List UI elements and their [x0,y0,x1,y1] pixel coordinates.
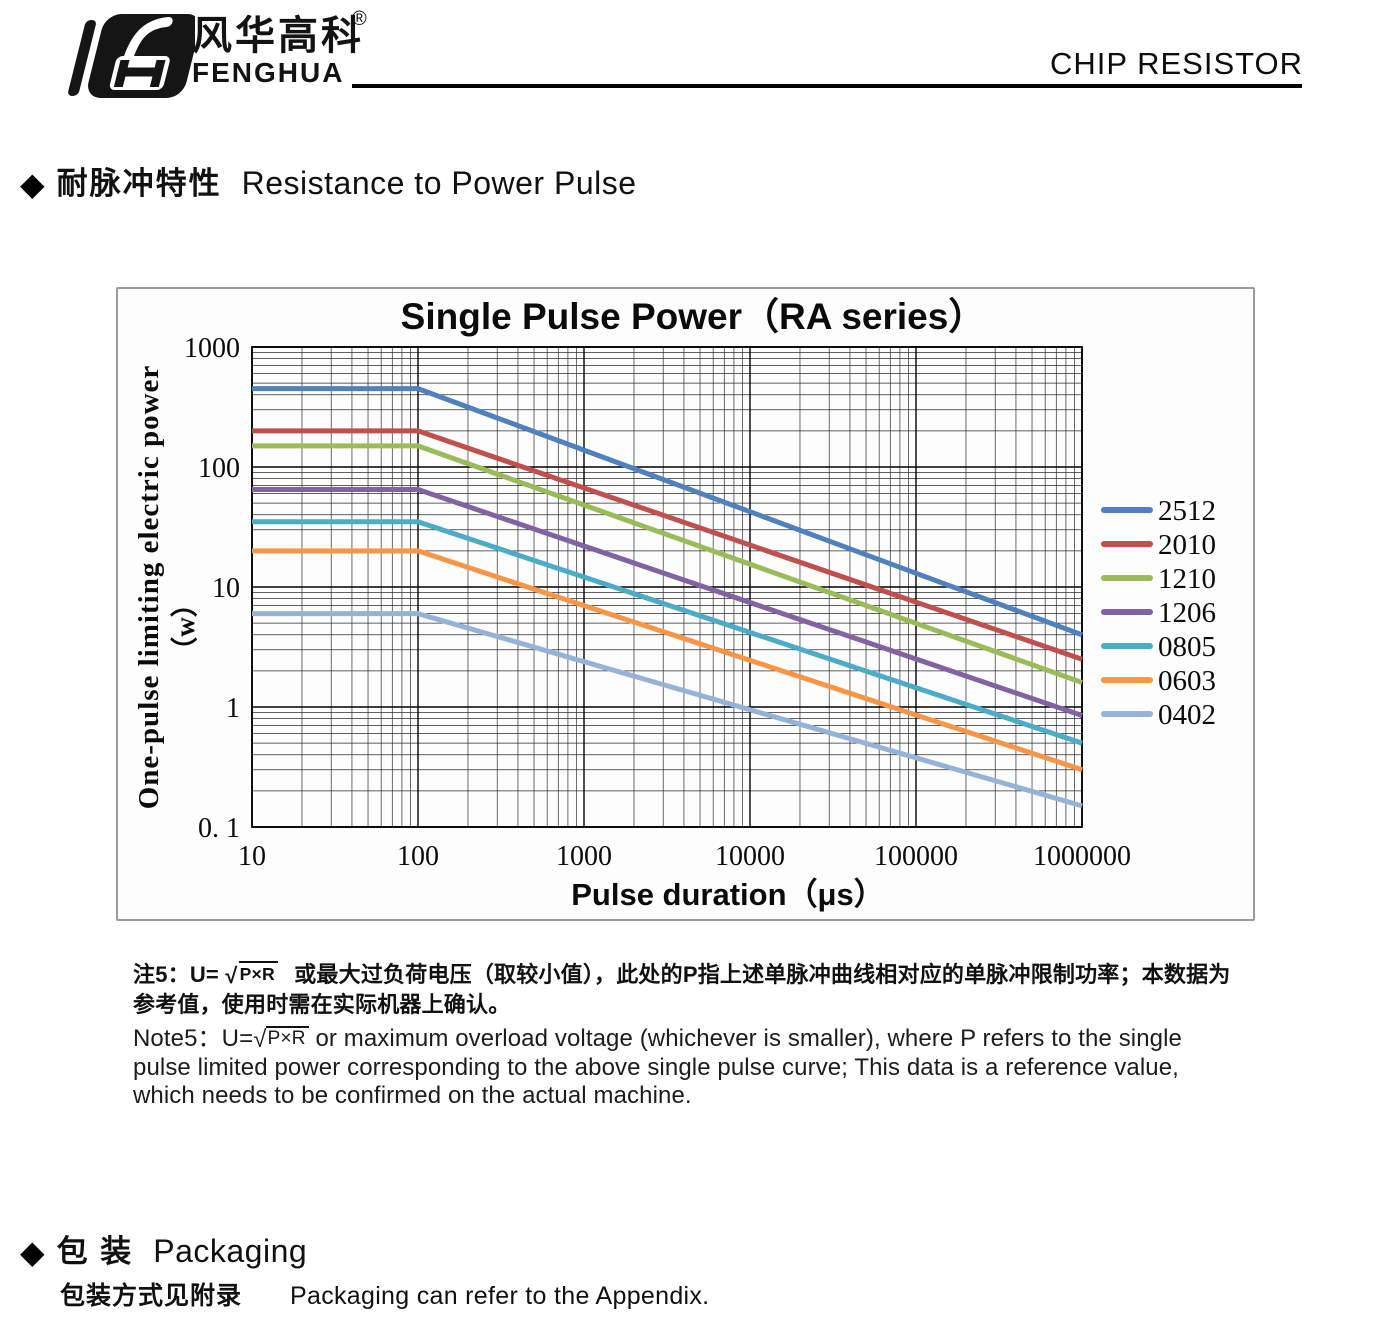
note5-english: Note5：U=√P×R or maximum overload voltage… [133,1025,1238,1110]
note5-en-text: or maximum overload voltage (whichever i… [133,1025,1182,1109]
legend-label-1210: 1210 [1158,563,1216,595]
series-line-0805 [252,519,1083,746]
section-pulse-title-en: Resistance to Power Pulse [241,165,637,201]
y-tick-label: 1 [226,693,240,724]
single-pulse-power-chart-frame: Single Pulse Power（RA series） 1000 100 10 1 0… [116,287,1255,921]
note5-cn-prefix: 注5：U= [133,962,219,987]
document-title: CHIP RESISTOR [1049,46,1303,81]
brand-block: 风华高科 FENGHUA [192,16,364,87]
series-line-1210 [252,443,1083,685]
single-pulse-power-chart: Single Pulse Power（RA series）10001001010… [133,296,1216,912]
x-tick-label: 1000000 [1033,841,1131,872]
series-line-2512 [252,386,1083,638]
packaging-body: 包装方式见附录 Packaging can refer to the Appen… [60,1276,709,1312]
note5-en-radicand: P×R [266,1026,309,1051]
note5-cn-text: 或最大过负荷电压（取较小值），此处的P指上述单脉冲曲线相对应的单脉冲限制功率；本… [133,962,1231,1017]
legend-label-0402: 0402 [1158,699,1216,731]
fenghua-logo-icon [68,14,195,98]
legend-label-0603: 0603 [1158,665,1216,697]
y-tick-label: 0. 1 [198,813,240,844]
x-tick-label: 1000 [556,841,612,872]
y-axis-unit-label: （w） [170,590,200,664]
note5-cn-radicand: P×R [238,961,278,987]
section-packaging-heading: ◆ 包 装 Packaging [20,1226,307,1271]
legend-label-0805: 0805 [1158,631,1216,663]
series-line-0603 [252,548,1083,773]
plot-border [251,346,1083,828]
note5-chinese: 注5：U= √ P×R 或最大过负荷电压（取较小值），此处的P指上述单脉冲曲线相对… [133,960,1238,1019]
notes-block: 注5：U= √ P×R 或最大过负荷电压（取较小值），此处的P指上述单脉冲曲线相对… [133,960,1238,1110]
packaging-body-en: Packaging can refer to the Appendix. [290,1282,710,1310]
sqrt-icon: √ [253,1026,267,1054]
header-rule [352,84,1302,88]
y-tick-label: 100 [198,453,240,484]
x-tick-label: 100000 [874,841,958,872]
section-pulse-title-cn: 耐脉冲特性 [56,166,222,201]
legend-label-2010: 2010 [1158,529,1216,561]
series-line-2010 [252,428,1083,662]
y-tick-label: 10 [212,573,240,604]
x-tick-label: 10 [238,841,266,872]
packaging-body-cn: 包装方式见附录 [60,1282,243,1310]
x-tick-label: 100 [397,841,439,872]
y-axis-label: One-pulse limiting electric power [133,365,165,810]
brand-name-chinese: 风华高科 [192,14,364,58]
x-axis-label: Pulse duration（μs） [571,877,885,912]
chart-title: Single Pulse Power（RA series） [401,296,986,337]
y-tick-label: 1000 [184,333,240,364]
legend-label-2512: 2512 [1158,495,1216,527]
brand-name-english: FENGHUA [192,57,345,88]
diamond-bullet-icon: ◆ [20,166,45,202]
section-packaging-title-cn: 包 装 [56,1234,134,1269]
diamond-bullet-icon: ◆ [20,1234,45,1270]
note5-en-prefix: Note5：U= [133,1025,254,1053]
legend-label-1206: 1206 [1158,597,1216,629]
series-line-0402 [252,611,1083,809]
section-pulse-heading: ◆ 耐脉冲特性 Resistance to Power Pulse [20,158,637,203]
x-tick-label: 10000 [715,841,785,872]
section-packaging-title-en: Packaging [153,1233,308,1269]
registered-trademark-icon: ® [352,8,367,30]
series-line-1206 [252,487,1083,718]
sqrt-icon: √ [225,963,238,988]
